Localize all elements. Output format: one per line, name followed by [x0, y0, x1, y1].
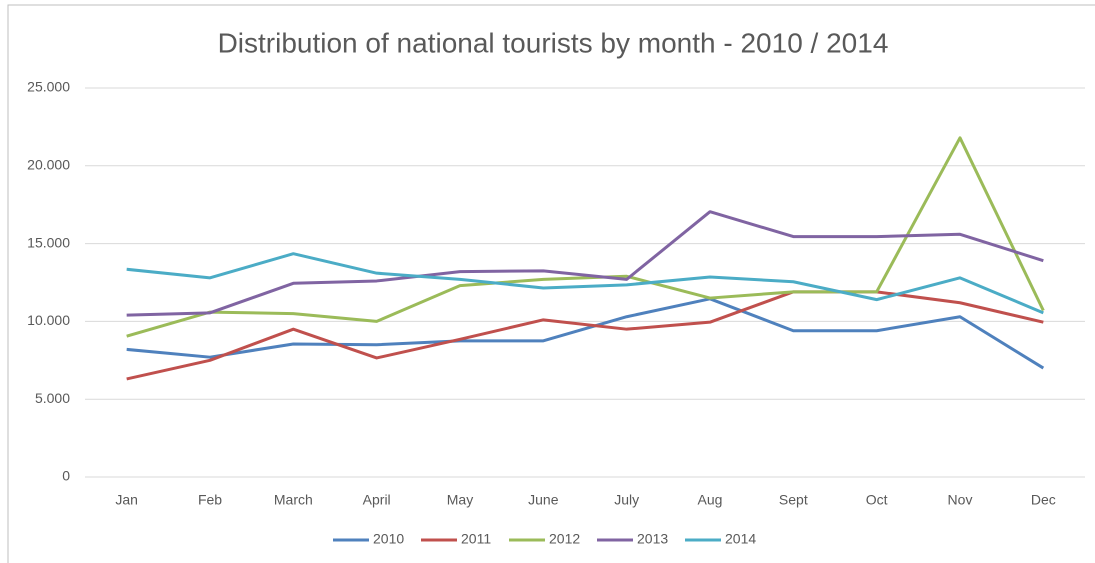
x-tick-label: Sept — [779, 492, 808, 508]
y-tick-label: 25.000 — [27, 79, 70, 95]
series-line — [126, 210, 1044, 317]
x-tick-label: June — [528, 492, 559, 508]
x-tick-label: Feb — [198, 492, 222, 508]
x-tick-label: Aug — [698, 492, 723, 508]
legend-label: 2011 — [461, 531, 491, 547]
legend-label: 2013 — [637, 531, 668, 547]
x-tick-label: Oct — [866, 492, 888, 508]
legend-label: 2010 — [373, 531, 404, 547]
series-line — [126, 252, 1044, 315]
x-tick-label: July — [614, 492, 639, 508]
x-tick-label: Jan — [115, 492, 138, 508]
x-tick-label: May — [447, 492, 473, 508]
series-line — [126, 136, 1045, 338]
chart-frame — [7, 4, 1095, 563]
x-tick-label: Nov — [948, 492, 973, 508]
series-line — [126, 297, 1045, 370]
x-tick-label: April — [363, 492, 391, 508]
series-line — [126, 290, 1044, 381]
y-tick-label: 10.000 — [27, 312, 70, 328]
x-tick-label: March — [274, 492, 313, 508]
chart-title: Distribution of national tourists by mon… — [218, 27, 889, 58]
y-tick-label: 15.000 — [27, 234, 70, 250]
legend-label: 2012 — [549, 531, 580, 547]
y-tick-label: 20.000 — [27, 157, 70, 173]
y-tick-label: 0 — [62, 468, 70, 484]
legend-label: 2014 — [725, 531, 756, 547]
x-tick-label: Dec — [1031, 492, 1056, 508]
y-tick-label: 5.000 — [35, 390, 70, 406]
